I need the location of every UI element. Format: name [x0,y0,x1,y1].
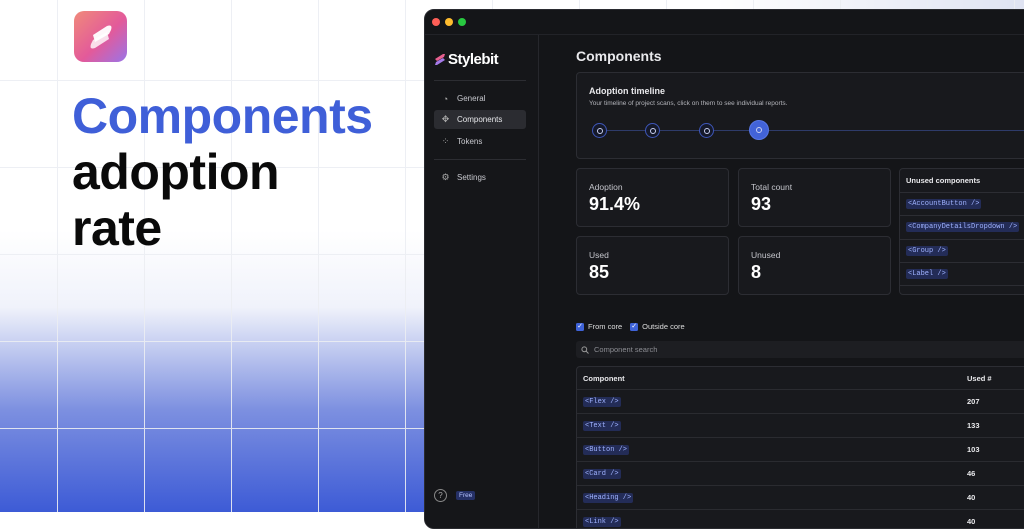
stat-unused: Unused 8 [738,236,891,295]
stat-used: Used 85 [576,236,729,295]
pie-chart-icon: ◔ [442,93,449,104]
timeline-scan-4-current[interactable] [749,120,769,140]
hero-title: Components adoption rate [72,88,373,256]
divider [434,80,526,81]
brand-logo: Stylebit [434,51,499,68]
tokens-icon: ⁘ [441,136,450,146]
stat-adoption: Adoption 91.4% [576,168,729,227]
filters: ✓ From core ✓ Outside core [576,322,685,331]
title-bar [425,10,1024,35]
minimize-button[interactable] [445,18,453,26]
component-search-input[interactable]: Component search [576,341,1024,358]
sidebar-item-general[interactable]: ◔ General [442,93,486,104]
list-item[interactable]: <Label /> [900,263,1024,287]
close-button[interactable] [432,18,440,26]
sidebar-item-tokens[interactable]: ⁘ Tokens [441,136,483,146]
table-row[interactable]: <Flex /> 207 [577,390,1024,414]
list-item[interactable]: <CompanyDetailsDropdown /> [900,216,1024,240]
help-button[interactable]: ? [434,489,447,502]
app-logo [74,11,127,62]
table-header: Component Used # [577,367,1024,390]
components-table: Component Used # <Flex /> 207 <Text /> 133 … [576,366,1024,528]
sidebar-item-components[interactable]: ✥ Components [434,110,526,129]
table-row[interactable]: <Heading /> 40 [577,486,1024,510]
from-core-checkbox[interactable]: ✓ [576,322,584,331]
main-content: Components Adoption timeline Your timeli… [576,35,1024,528]
list-item[interactable]: <AccountButton /> [900,193,1024,217]
divider [434,159,526,160]
sidebar: Stylebit ◔ General ✥ Components ⁘ Tokens ⚙ S… [425,35,539,528]
timeline-scan-1[interactable] [592,123,607,138]
sidebar-item-settings[interactable]: ⚙ Settings [441,172,486,182]
list-item[interactable]: <Group /> [900,240,1024,263]
maximize-button[interactable] [458,18,466,26]
timeline-scan-2[interactable] [645,123,660,138]
stat-total-count: Total count 93 [738,168,891,227]
page-title: Components [576,48,662,64]
plan-badge: Free [456,491,476,500]
stylebit-icon [435,54,445,65]
components-icon: ✥ [441,114,450,124]
app-window: Stylebit ◔ General ✥ Components ⁘ Tokens ⚙ S… [424,9,1024,529]
table-row[interactable]: <Button /> 103 [577,438,1024,462]
timeline-scan-3[interactable] [699,123,714,138]
table-row[interactable]: <Text /> 133 [577,414,1024,438]
adoption-timeline-card: Adoption timeline Your timeline of proje… [576,72,1024,159]
unused-components-panel: Unused components <AccountButton /> <Com… [899,168,1024,295]
search-icon [581,345,589,354]
table-row[interactable]: <Card /> 46 [577,462,1024,486]
timeline-line [599,130,1024,131]
table-row[interactable]: <Link /> 40 [577,510,1024,528]
gear-icon: ⚙ [441,172,450,182]
outside-core-checkbox[interactable]: ✓ [630,322,639,331]
